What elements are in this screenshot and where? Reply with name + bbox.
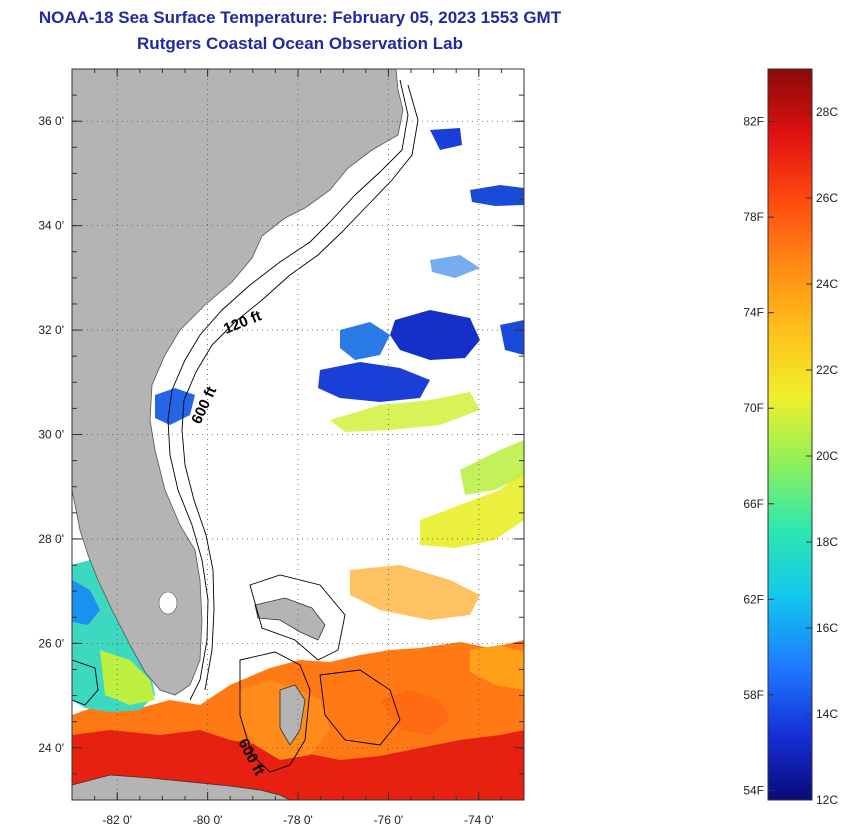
lat-tick-label: 32 0' bbox=[38, 323, 64, 337]
colorbar-label-c: 16C bbox=[816, 621, 838, 635]
map-frame bbox=[71, 68, 525, 801]
colorbar-label-f: 82F bbox=[743, 115, 764, 129]
map-subtitle: Rutgers Coastal Ocean Observation Lab bbox=[137, 34, 463, 53]
colorbar-label-f: 66F bbox=[743, 497, 764, 511]
sst-swath-north bbox=[155, 128, 524, 425]
colorbar-label-c: 12C bbox=[816, 793, 838, 807]
lake-okeechobee bbox=[158, 591, 178, 615]
colorbar-label-f: 74F bbox=[743, 306, 764, 320]
lat-tick-label: 34 0' bbox=[38, 219, 64, 233]
colorbar-label-c: 18C bbox=[816, 535, 838, 549]
colorbar-label-f: 78F bbox=[743, 210, 764, 224]
map-axes: -82 0' -80 0' -78 0' -76 0' -74 0' 36 0' 34 0'… bbox=[38, 68, 525, 827]
lat-tick-label: 30 0' bbox=[38, 428, 64, 442]
colorbar-label-c: 24C bbox=[816, 277, 838, 291]
colorbar-label-c: 26C bbox=[816, 191, 838, 205]
colorbar-label-c: 20C bbox=[816, 449, 838, 463]
land-us-east-coast bbox=[72, 69, 404, 696]
colorbar-label-c: 14C bbox=[816, 707, 838, 721]
lon-tick-label: -76 0' bbox=[374, 813, 404, 827]
colorbar bbox=[767, 68, 813, 801]
colorbar-label-f: 54F bbox=[743, 783, 764, 797]
colorbar-label-f: 58F bbox=[743, 688, 764, 702]
lon-tick-label: -80 0' bbox=[193, 813, 223, 827]
lat-tick-label: 28 0' bbox=[38, 532, 64, 546]
colorbar-label-f: 70F bbox=[743, 401, 764, 415]
sst-swath-gulfstream bbox=[330, 392, 524, 548]
lon-tick-label: -74 0' bbox=[464, 813, 494, 827]
land-cuba bbox=[72, 774, 291, 800]
colorbar-axes: 12C 14C 16C 18C 20C 22C 24C 26C 28C 54F 58F 62F 66F 7… bbox=[743, 105, 838, 807]
land-bahamas-grand bbox=[254, 597, 326, 641]
lat-tick-label: 26 0' bbox=[38, 636, 64, 650]
colorbar-label-f: 62F bbox=[743, 592, 764, 606]
sst-swath-florida-gulf bbox=[72, 560, 155, 712]
lat-tick-label: 24 0' bbox=[38, 741, 64, 755]
land-bahamas-andros bbox=[279, 684, 306, 746]
depth-contours bbox=[72, 79, 419, 773]
map-grid bbox=[72, 69, 524, 800]
map-title: NOAA-18 Sea Surface Temperature: Februar… bbox=[38, 8, 562, 27]
lon-tick-label: -82 0' bbox=[102, 813, 132, 827]
colorbar-label-c: 22C bbox=[816, 363, 838, 377]
colorbar-label-c: 28C bbox=[816, 105, 838, 119]
lon-tick-label: -78 0' bbox=[283, 813, 313, 827]
lat-tick-label: 36 0' bbox=[38, 114, 64, 128]
